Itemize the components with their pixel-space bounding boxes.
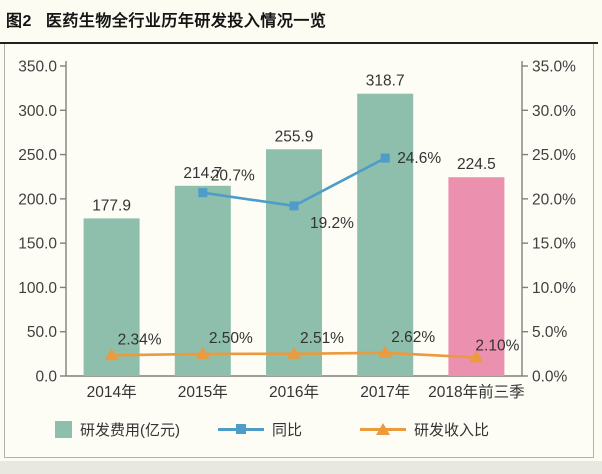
x-axis-category-label: 2016年 (269, 383, 319, 401)
right-axis-tick-label: 10.0% (532, 280, 576, 297)
left-axis-tick-label: 200.0 (18, 191, 57, 208)
bar-value-label: 177.9 (92, 197, 131, 214)
legend: 研发费用(亿元) 同比 研发收入比 (5, 406, 593, 452)
bar-2018年前三季 (448, 177, 505, 376)
right-axis-tick-label: 15.0% (532, 236, 576, 253)
left-axis-tick-label: 350.0 (18, 59, 57, 76)
triangle-marker (104, 348, 119, 361)
legend-label-yoy: 同比 (272, 421, 303, 439)
left-axis-tick-label: 50.0 (27, 324, 58, 341)
bar-value-label: 214.7 (183, 165, 222, 182)
bar-2015年 (174, 185, 231, 376)
triangle-marker (378, 345, 393, 358)
x-axis-category-label: 2015年 (178, 383, 228, 401)
square-marker (198, 188, 208, 198)
line-point-label: 2.50% (209, 330, 253, 347)
left-axis-tick-label: 0.0 (35, 369, 57, 386)
right-axis-tick-label: 0.0% (532, 369, 568, 386)
right-axis-tick-label: 20.0% (532, 191, 576, 208)
legend-item-rd-expense: 研发费用(亿元) (55, 419, 180, 440)
x-axis-category-label: 2018年前三季 (428, 383, 524, 401)
figure-title: 图2 医药生物全行业历年研发投入情况一览 (6, 7, 326, 31)
triangle-marker (287, 346, 301, 359)
right-axis-tick-label: 35.0% (532, 59, 576, 76)
figure-number: 图2 (6, 13, 32, 30)
legend-item-ratio: 研发收入比 (360, 419, 489, 440)
legend-item-yoy: 同比 (218, 419, 302, 440)
line-square-marker-icon (218, 422, 264, 436)
line-point-label: 2.62% (391, 329, 435, 346)
square-marker (289, 201, 299, 211)
line-point-label: 2.34% (118, 331, 162, 348)
right-axis-tick-label: 30.0% (532, 103, 576, 120)
line-point-label: 19.2% (310, 215, 354, 232)
bar-value-label: 255.9 (275, 128, 314, 145)
x-axis-category-label: 2014年 (87, 383, 137, 401)
line-point-label: 2.51% (300, 330, 344, 347)
square-marker (380, 153, 390, 163)
bar-swatch-icon (55, 420, 72, 438)
chart-panel: 350.0 300.0 250.0 200.0 150.0 100.0 50.0 0.0 35.… (4, 44, 594, 458)
line-triangle-marker-icon (360, 422, 407, 436)
figure-title-text: 医药生物全行业历年研发投入情况一览 (45, 13, 327, 30)
triangle-marker (469, 350, 484, 363)
chart: 350.0 300.0 250.0 200.0 150.0 100.0 50.0 0.0 35.… (18, 59, 576, 402)
legend-label-ratio: 研发收入比 (414, 421, 490, 439)
left-axis-tick-label: 300.0 (18, 103, 57, 120)
line-point-label: 2.10% (475, 337, 519, 354)
left-axis-tick-label: 100.0 (18, 280, 57, 297)
page-bottom-strip (0, 461, 602, 474)
x-axis-category-label: 2017年 (360, 383, 410, 401)
legend-label-rd-expense: 研发费用(亿元) (80, 421, 180, 439)
bar-value-label: 224.5 (457, 156, 496, 173)
right-axis-tick-label: 25.0% (532, 147, 576, 164)
left-axis-tick-label: 250.0 (18, 147, 57, 164)
bar-value-label: 318.7 (366, 73, 405, 90)
line-point-label: 20.7% (211, 168, 255, 185)
left-axis-tick-label: 150.0 (18, 236, 57, 253)
right-axis-tick-label: 5.0% (532, 324, 568, 341)
bar-2016年 (266, 149, 322, 376)
title-divider (0, 42, 598, 44)
triangle-marker (195, 346, 210, 359)
bar-2017年 (357, 93, 414, 376)
line-point-label: 24.6% (397, 150, 441, 167)
